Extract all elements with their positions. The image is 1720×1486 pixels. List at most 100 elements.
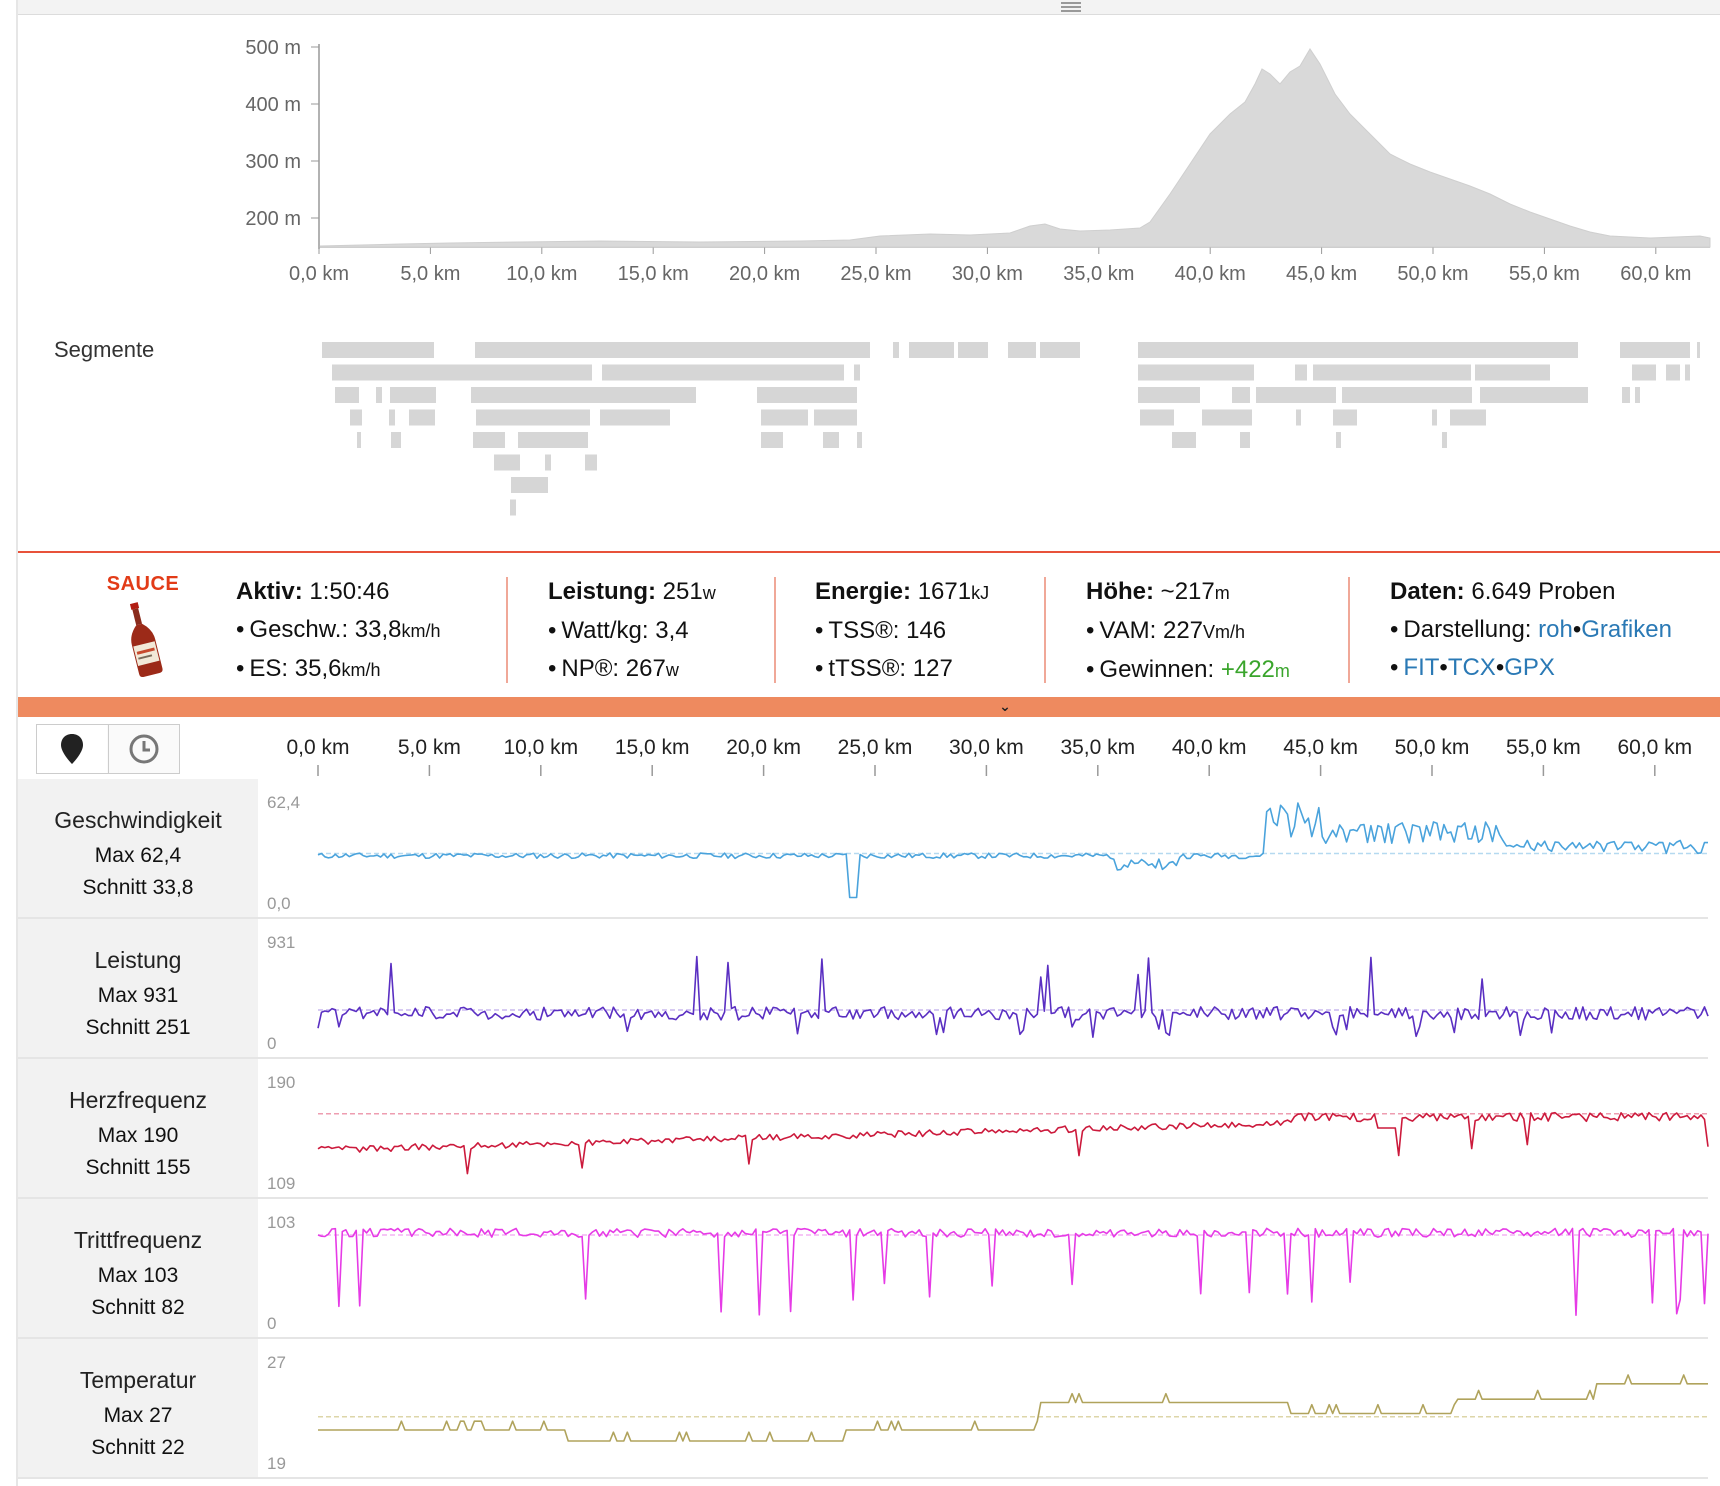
cadence-max: Max 103 [97, 1264, 179, 1287]
segment-bar[interactable] [1622, 387, 1630, 403]
segment-bar[interactable] [1635, 387, 1640, 403]
segment-bar[interactable] [350, 409, 362, 426]
segment-bar[interactable] [1138, 387, 1200, 403]
segment-bar[interactable] [1632, 364, 1656, 381]
elevation-x-tick-label: 0,0 km [289, 263, 349, 285]
segment-bar[interactable] [471, 387, 696, 403]
segment-bar[interactable] [518, 432, 588, 448]
segment-bar[interactable] [1475, 364, 1550, 381]
segment-bar[interactable] [1666, 364, 1680, 381]
segment-bar[interactable] [1202, 409, 1252, 426]
segment-bar[interactable] [1008, 342, 1036, 358]
elevation-y-tick-label: 200 m [245, 208, 301, 230]
stream-plot-bg [258, 919, 1708, 1057]
segment-bar[interactable] [510, 499, 516, 516]
segment-bar[interactable] [357, 432, 361, 448]
stat-elevation-group: Höhe: ~217m VAM: 227Vm/h Gewinnen: +422m [1086, 573, 1290, 690]
segment-bar[interactable] [473, 432, 505, 448]
segment-bar[interactable] [1697, 342, 1700, 358]
left-border [16, 0, 18, 1486]
segment-bar[interactable] [1685, 364, 1690, 381]
segment-bar[interactable] [1296, 409, 1301, 426]
segment-bar[interactable] [511, 477, 548, 493]
elevation-x-tick-label: 50,0 km [1397, 263, 1468, 285]
segment-bar[interactable] [585, 454, 597, 471]
segment-bar[interactable] [1480, 387, 1588, 403]
segment-bar[interactable] [545, 454, 551, 471]
segment-bar[interactable] [1232, 387, 1250, 403]
segment-bar[interactable] [893, 342, 899, 358]
stream-axis-max-label: 931 [267, 933, 295, 952]
segment-bar[interactable] [1040, 342, 1080, 358]
stream-x-tick-label: 55,0 km [1506, 736, 1581, 759]
sauce-bottle-icon [129, 602, 163, 678]
segment-bar[interactable] [1620, 342, 1690, 358]
stream-plot-bg [258, 1199, 1708, 1337]
collapse-bar: ⌄ [18, 697, 1720, 717]
sauce-logo[interactable]: SAUCE [84, 573, 202, 678]
segment-bar[interactable] [1172, 432, 1196, 448]
segment-bar[interactable] [1432, 409, 1437, 426]
distance-mode-button[interactable] [37, 725, 107, 773]
segment-bar[interactable] [757, 387, 857, 403]
segment-bar[interactable] [814, 409, 857, 426]
segment-bar[interactable] [409, 409, 435, 426]
segment-bar[interactable] [1138, 364, 1254, 381]
segment-bar[interactable] [1313, 364, 1471, 381]
raw-link[interactable]: roh [1538, 616, 1573, 643]
segment-bar[interactable] [476, 409, 590, 426]
export-fit-link[interactable]: FIT [1403, 654, 1440, 681]
segment-bar[interactable] [958, 342, 988, 358]
segment-bar[interactable] [1138, 342, 1578, 358]
segment-bar[interactable] [475, 342, 870, 358]
stream-x-tick-label: 5,0 km [398, 736, 461, 759]
export-tcx-link[interactable]: TCX [1447, 654, 1496, 681]
segment-bar[interactable] [332, 364, 592, 381]
samples-stat: Daten: 6.649 Proben [1390, 578, 1616, 605]
elevation-x-tick-label: 30,0 km [952, 263, 1023, 285]
segment-bar[interactable] [376, 387, 382, 403]
gain-stat: Gewinnen: +422m [1086, 651, 1289, 690]
segment-bar[interactable] [602, 364, 844, 381]
segment-bar[interactable] [1256, 387, 1336, 403]
segment-bar[interactable] [391, 432, 401, 448]
segment-bar[interactable] [389, 409, 395, 426]
segment-bar[interactable] [1450, 409, 1486, 426]
segment-bar[interactable] [1333, 409, 1357, 426]
elevation-x-tick-label: 20,0 km [729, 263, 800, 285]
stream-line-speed [317, 802, 1709, 899]
segment-bar[interactable] [857, 432, 862, 448]
top-resize-strip [18, 0, 1720, 15]
segment-bar[interactable] [1295, 364, 1307, 381]
vam-stat: VAM: 227Vm/h [1086, 612, 1290, 651]
tss-stat: TSS®: 146 [815, 612, 989, 650]
es-stat: ES: 35,6km/h [236, 650, 441, 689]
power-avg: Schnitt 251 [85, 1016, 191, 1039]
segment-bar[interactable] [600, 409, 670, 426]
export-gpx-link[interactable]: GPX [1504, 654, 1555, 681]
segment-bar[interactable] [823, 432, 839, 448]
segments-chart[interactable] [0, 330, 1720, 530]
collapse-chevron-icon[interactable]: ⌄ [999, 698, 1011, 714]
stream-x-tick-label: 50,0 km [1395, 736, 1470, 759]
segment-bar[interactable] [335, 387, 359, 403]
elevation-y-tick-label: 300 m [245, 151, 301, 173]
segment-bar[interactable] [390, 387, 436, 403]
resize-grip-icon[interactable] [1058, 0, 1084, 12]
segment-bar[interactable] [761, 409, 808, 426]
elevation-x-tick-label: 60,0 km [1620, 263, 1691, 285]
speed-stat: Geschw.: 33,8km/h [236, 611, 440, 650]
segment-bar[interactable] [494, 454, 520, 471]
segment-bar[interactable] [1342, 387, 1472, 403]
segment-bar[interactable] [761, 432, 783, 448]
segment-bar[interactable] [1442, 432, 1447, 448]
segment-bar[interactable] [1240, 432, 1250, 448]
segment-bar[interactable] [854, 364, 860, 381]
segment-bar[interactable] [322, 342, 434, 358]
power-stat: Leistung: 251w [548, 578, 716, 605]
graphs-link[interactable]: Grafiken [1581, 616, 1672, 643]
segment-bar[interactable] [1336, 432, 1341, 448]
time-mode-button[interactable] [108, 725, 179, 773]
segment-bar[interactable] [909, 342, 954, 358]
segment-bar[interactable] [1140, 409, 1174, 426]
